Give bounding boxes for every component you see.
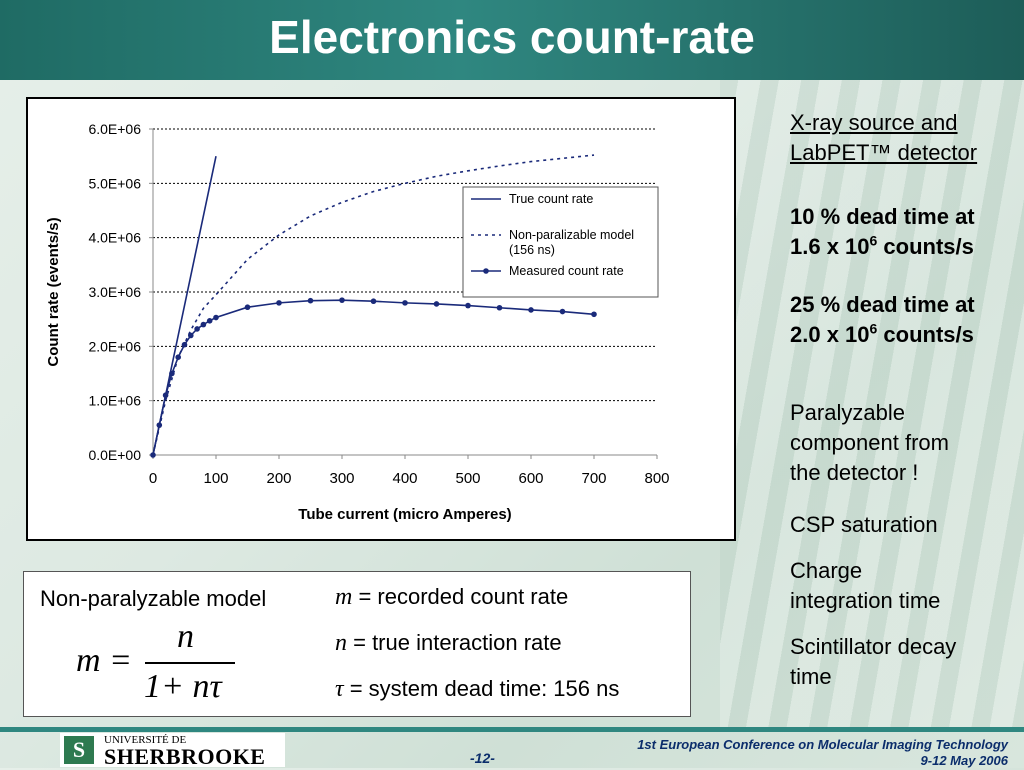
var-tau: τ — [335, 676, 344, 702]
logo-mark: S — [64, 736, 94, 764]
para-line2: component from — [790, 430, 949, 455]
page-number: -12- — [470, 750, 495, 766]
def-m-text: = recorded count rate — [352, 584, 569, 609]
x-tick-label: 300 — [329, 470, 354, 487]
chart-frame: 0.0E+00 1.0E+06 2.0E+06 3.0E+06 4.0E+06 5.0E+… — [26, 97, 736, 541]
para-line1: Paralyzable — [790, 400, 905, 425]
x-tick-label: 500 — [455, 470, 480, 487]
y-tick-label: 2.0E+06 — [88, 338, 141, 354]
data-point — [150, 452, 156, 458]
def-tau-text: = system dead time: 156 ns — [343, 676, 620, 701]
data-point — [244, 304, 251, 311]
def-n: n = true interaction rate — [335, 630, 562, 657]
data-point — [194, 326, 200, 332]
y-tick-label: 1.0E+06 — [88, 393, 141, 409]
y-tick-label: 3.0E+06 — [88, 284, 141, 300]
dead10-line1: 10 % dead time at — [790, 204, 975, 229]
legend-label: Measured count rate — [509, 264, 624, 278]
def-tau: τ = system dead time: 156 ns — [335, 676, 619, 703]
scint-line2: time — [790, 664, 832, 689]
dead10-unit: counts/s — [877, 234, 974, 259]
scint-line1: Scintillator decay — [790, 634, 957, 659]
y-tick-label: 0.0E+00 — [88, 447, 141, 463]
y-tick-label: 4.0E+06 — [88, 230, 141, 246]
data-point — [175, 354, 181, 360]
charge-line1: Charge — [790, 558, 863, 583]
para-line3: the detector ! — [790, 460, 919, 485]
dead10-line2: 1.6 x 106 counts/s — [790, 232, 974, 262]
x-tick-label: 200 — [266, 470, 291, 487]
heading-line2: LabPET™ detector — [790, 140, 978, 165]
dead25-unit: counts/s — [877, 322, 974, 347]
dead25-line1: 25 % dead time at — [790, 292, 975, 317]
slide-title: Electronics count-rate — [269, 11, 755, 63]
data-point — [181, 341, 188, 348]
data-point — [276, 300, 282, 306]
formula-title: Non-paralyzable model — [40, 586, 267, 611]
fraction-bar — [145, 662, 235, 664]
heading-line1: X-ray source and — [790, 110, 958, 135]
x-tick-label: 700 — [581, 470, 606, 487]
x-tick-label: 100 — [203, 470, 228, 487]
series-line-3 — [152, 299, 595, 456]
data-point — [169, 370, 175, 377]
title-bar — [0, 0, 1024, 80]
footer-bar — [0, 727, 1024, 732]
charge-line2: integration time — [790, 588, 941, 613]
legend-label: True count rate — [509, 192, 593, 206]
data-point — [591, 311, 597, 318]
data-point — [402, 300, 408, 306]
data-point — [156, 422, 163, 428]
dead25-base: 2.0 x 10 — [790, 322, 870, 347]
data-point — [213, 314, 219, 321]
var-m: m — [335, 584, 353, 610]
def-n-text: = true interaction rate — [347, 630, 562, 655]
dead10-base: 1.6 x 10 — [790, 234, 870, 259]
x-tick-label: 600 — [518, 470, 543, 487]
data-point — [496, 304, 503, 311]
data-point — [307, 297, 314, 304]
data-point — [559, 308, 566, 315]
eq-lhs: m = — [76, 642, 132, 679]
data-point — [188, 332, 194, 339]
var-n: n — [335, 630, 347, 656]
data-point — [528, 307, 534, 313]
def-m: m = recorded count rate — [335, 584, 568, 611]
data-point — [433, 301, 440, 307]
formula-box: Non-paralyzable model m = recorded count… — [23, 571, 691, 717]
data-point — [206, 317, 213, 324]
x-tick-label: 800 — [644, 470, 669, 487]
dead10-exp: 6 — [869, 232, 878, 249]
eq-denominator: 1+ nτ — [144, 668, 222, 705]
csp-text: CSP saturation — [790, 512, 938, 537]
eq-numerator: n — [177, 618, 194, 655]
x-tick-label: 0 — [149, 470, 157, 487]
count-rate-chart: 0.0E+00 1.0E+06 2.0E+06 3.0E+06 4.0E+06 5.0E+… — [45, 121, 670, 523]
data-point — [465, 302, 471, 309]
data-point — [339, 297, 345, 303]
y-axis-label: Count rate (events/s) — [45, 217, 62, 366]
x-tick-label: 400 — [392, 470, 417, 487]
data-point — [162, 392, 169, 399]
legend-box — [462, 186, 659, 298]
y-tick-label: 6.0E+06 — [88, 121, 141, 137]
legend-label: Non-paralizable model (156 ns) — [509, 228, 634, 257]
dead25-line2: 2.0 x 106 counts/s — [790, 320, 974, 350]
conference-dates: 9-12 May 2006 — [920, 753, 1008, 768]
data-point — [370, 298, 377, 305]
data-point — [200, 321, 207, 328]
logo-top-text: UNIVERSITÉ DE — [104, 734, 187, 746]
background-photo — [720, 80, 1024, 730]
legend-marker — [483, 268, 489, 274]
conference-name: 1st European Conference on Molecular Ima… — [637, 737, 1008, 752]
y-tick-label: 5.0E+06 — [88, 175, 141, 191]
x-axis-label: Tube current (micro Amperes) — [298, 506, 511, 523]
logo-main-text: SHERBROOKE — [104, 744, 266, 769]
dead25-exp: 6 — [869, 320, 878, 337]
series-line-2 — [152, 154, 595, 456]
university-logo: S UNIVERSITÉ DE SHERBROOKE — [60, 733, 285, 769]
